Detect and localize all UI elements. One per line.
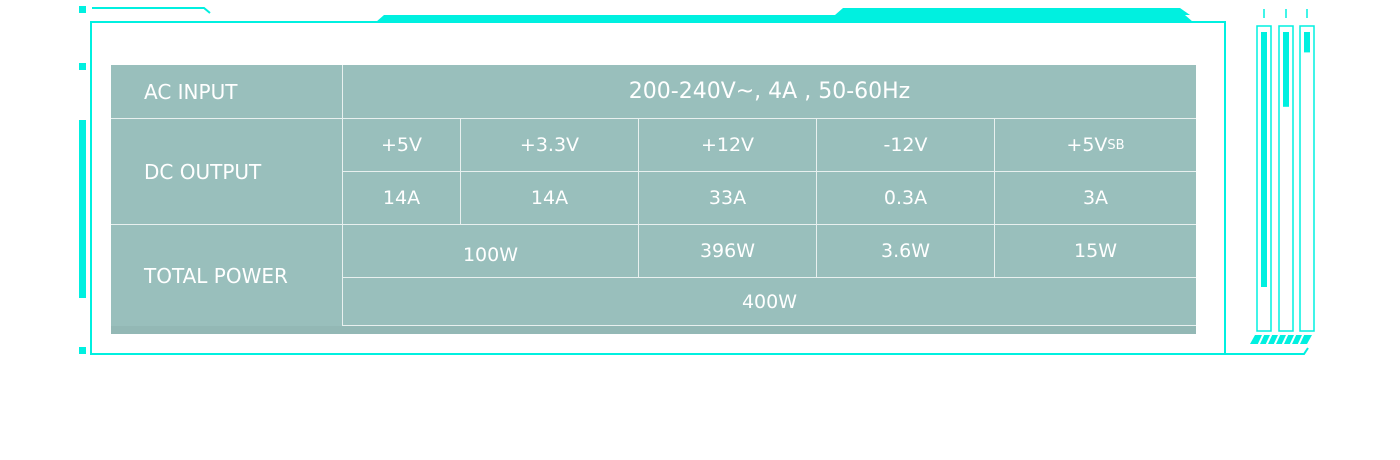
level-fill-1	[1261, 32, 1267, 287]
power-value: 100W	[343, 225, 639, 278]
level-bar-2	[1278, 25, 1294, 332]
rail-voltage-5vsb: +5V SB	[995, 119, 1196, 172]
rail-voltage: -12V	[817, 119, 995, 172]
power-value: 396W	[639, 225, 817, 278]
ac-input-label: AC INPUT	[111, 65, 343, 119]
dc-output-label: DC OUTPUT	[111, 119, 343, 225]
level-fill-2	[1283, 32, 1289, 107]
rail-voltage: +5V	[343, 119, 461, 172]
rail-current: 3A	[995, 172, 1196, 225]
rail-voltage-text: +5V	[1066, 134, 1108, 156]
rail-voltage: +3.3V	[461, 119, 639, 172]
total-power-value: 400W	[343, 278, 1196, 326]
total-power-label: TOTAL POWER	[111, 225, 343, 326]
rail-current: 0.3A	[817, 172, 995, 225]
rail-current: 14A	[461, 172, 639, 225]
power-value: 3.6W	[817, 225, 995, 278]
level-bar-3	[1299, 25, 1315, 332]
rail-current: 14A	[343, 172, 461, 225]
level-bar-1	[1256, 25, 1272, 332]
rail-voltage: +12V	[639, 119, 817, 172]
power-value: 15W	[995, 225, 1196, 278]
spec-table: AC INPUT 200-240V~, 4A , 50-60Hz DC OUTP…	[111, 65, 1196, 334]
level-fill-3	[1304, 32, 1310, 53]
table-footer-strip	[111, 326, 1196, 334]
ac-input-value: 200-240V~, 4A , 50-60Hz	[343, 65, 1196, 119]
rail-current: 33A	[639, 172, 817, 225]
rail-voltage-sub: SB	[1107, 137, 1125, 153]
